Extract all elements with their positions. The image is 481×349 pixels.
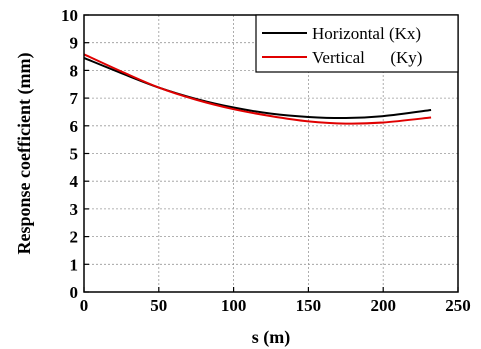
x-tick-label: 250 bbox=[445, 296, 471, 315]
y-tick-label: 2 bbox=[70, 228, 79, 247]
y-axis-title: Response coefficient (mm) bbox=[14, 53, 35, 255]
y-tick-label: 7 bbox=[70, 89, 79, 108]
x-tick-label: 0 bbox=[80, 296, 89, 315]
legend-label-horizontal: Horizontal (Kx) bbox=[312, 24, 421, 43]
legend-label-vertical: Vertical (Ky) bbox=[312, 48, 422, 67]
x-tick-label: 100 bbox=[221, 296, 247, 315]
y-tick-label: 9 bbox=[70, 34, 79, 53]
series-layer bbox=[83, 53, 432, 125]
x-axis-title: s (m) bbox=[252, 327, 291, 348]
y-tick-label: 1 bbox=[70, 255, 79, 274]
x-tick-label: 150 bbox=[296, 296, 322, 315]
y-tick-label: 4 bbox=[70, 172, 79, 191]
ticks: 0 50 100 150 200 250 0 1 2 3 4 5 6 7 8 9 10 bbox=[61, 6, 471, 315]
x-tick-label: 200 bbox=[370, 296, 396, 315]
series-line-vertical bbox=[83, 53, 432, 125]
y-tick-label: 10 bbox=[61, 6, 78, 25]
y-tick-label: 8 bbox=[70, 61, 79, 80]
y-tick-label: 5 bbox=[70, 145, 79, 164]
x-tick-label: 50 bbox=[150, 296, 167, 315]
legend: Horizontal (Kx) Vertical (Ky) bbox=[255, 14, 459, 73]
y-tick-label: 3 bbox=[70, 200, 79, 219]
legend-box bbox=[255, 14, 459, 73]
y-tick-label: 0 bbox=[70, 283, 79, 302]
y-tick-label: 6 bbox=[70, 117, 79, 136]
